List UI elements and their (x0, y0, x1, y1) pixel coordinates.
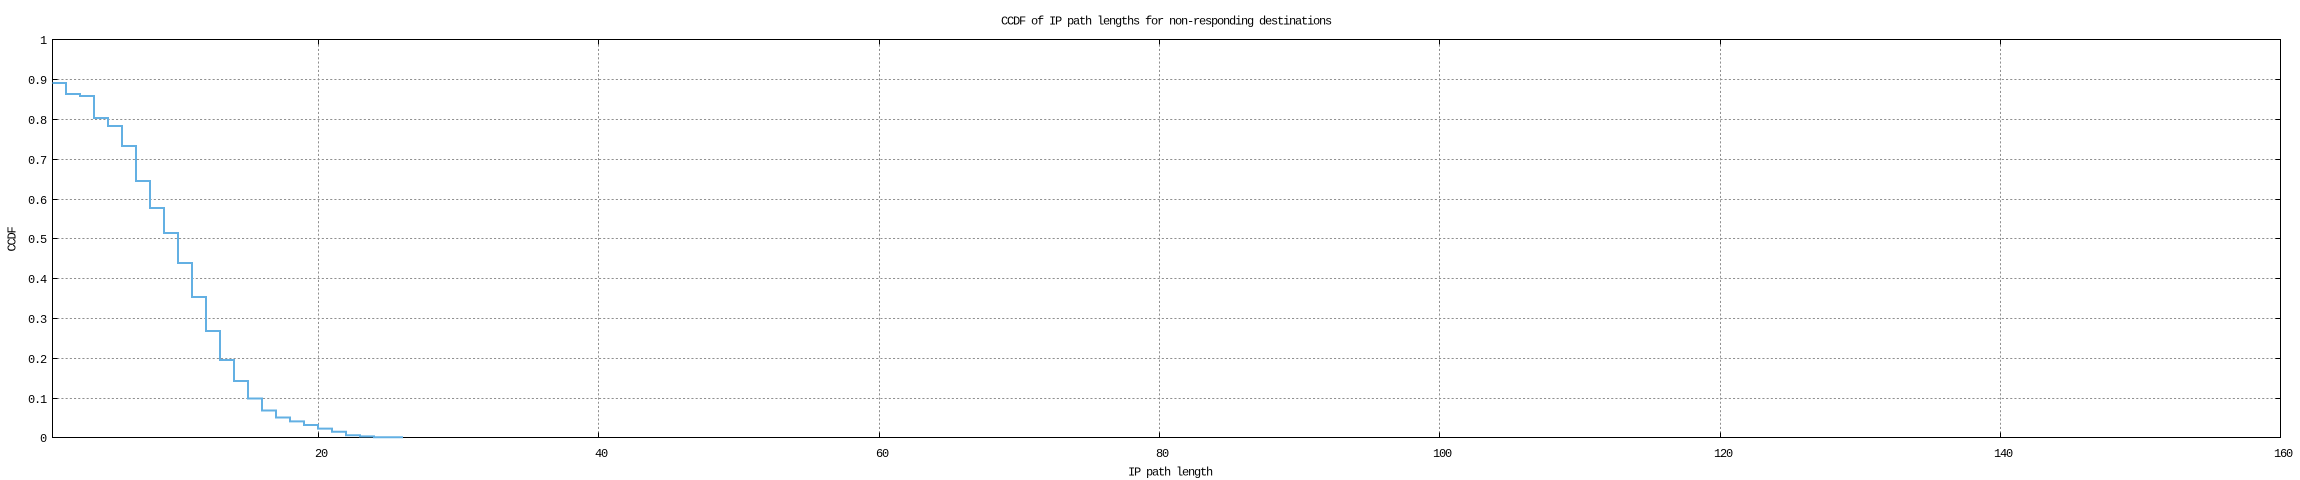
svg-text:0.7: 0.7 (28, 154, 47, 168)
svg-text:IP path length: IP path length (1128, 466, 1213, 480)
svg-text:0: 0 (40, 432, 47, 446)
svg-text:CCDF: CCDF (6, 227, 20, 252)
svg-text:0.8: 0.8 (28, 114, 47, 128)
svg-text:80: 80 (1156, 447, 1169, 461)
svg-text:0.6: 0.6 (28, 194, 47, 208)
svg-text:100: 100 (1433, 447, 1452, 461)
svg-text:0.2: 0.2 (28, 353, 47, 367)
svg-text:1: 1 (40, 34, 47, 48)
svg-text:CCDF of IP path lengths for no: CCDF of IP path lengths for non-respondi… (1001, 15, 1332, 29)
svg-text:0.4: 0.4 (28, 273, 47, 287)
svg-text:140: 140 (1994, 447, 2013, 461)
svg-text:20: 20 (315, 447, 328, 461)
svg-text:0.9: 0.9 (28, 74, 47, 88)
svg-text:160: 160 (2274, 447, 2293, 461)
svg-text:0.1: 0.1 (28, 393, 47, 407)
svg-text:0.5: 0.5 (28, 233, 47, 247)
svg-text:120: 120 (1714, 447, 1733, 461)
svg-text:60: 60 (876, 447, 889, 461)
svg-text:40: 40 (595, 447, 608, 461)
svg-text:0.3: 0.3 (28, 313, 47, 327)
